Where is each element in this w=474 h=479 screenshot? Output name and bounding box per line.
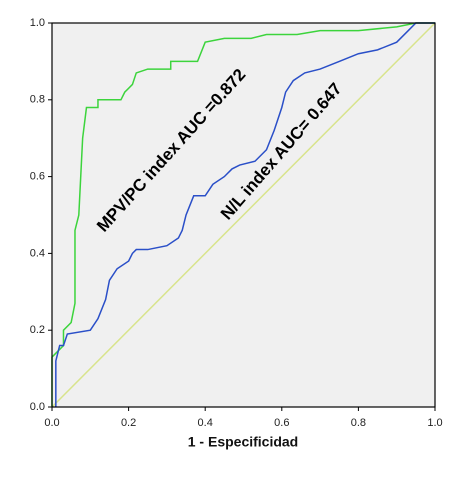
roc-line: [55, 22, 435, 407]
y-tick-label: 0.0: [30, 401, 45, 413]
x-tick-label: 0.6: [274, 417, 289, 429]
y-tick-label: 1.0: [30, 17, 45, 29]
x-tick-label: 0.4: [198, 417, 213, 429]
y-tick-label: 0.2: [30, 324, 45, 336]
roc-line: [51, 22, 436, 408]
y-tick-label: 0.4: [30, 247, 45, 259]
roc-line: [51, 22, 435, 407]
x-tick-label: 0.2: [121, 417, 136, 429]
x-tick-label: 1.0: [427, 417, 442, 429]
x-tick-label: 0.8: [351, 417, 366, 429]
x-axis-title: 1 - Especificidad: [188, 434, 298, 450]
y-tick-label: 0.8: [30, 94, 45, 106]
plot-frame: [51, 22, 436, 408]
x-tick-label: 0.0: [44, 417, 59, 429]
y-tick-label: 0.6: [30, 171, 45, 183]
